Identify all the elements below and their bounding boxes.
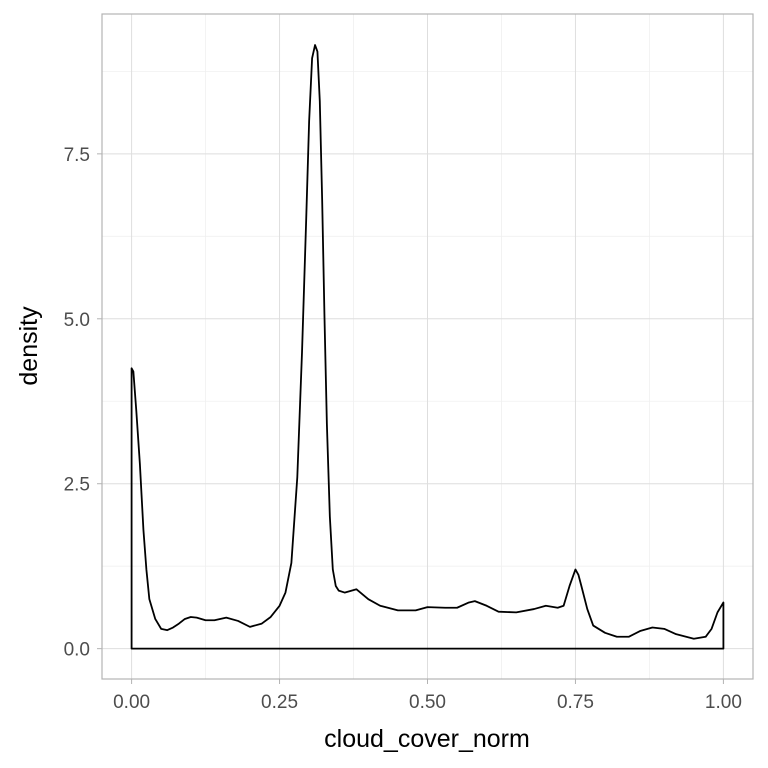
y-tick-label: 0.0 (64, 640, 90, 661)
y-axis-ticks: 0.0 2.5 5.0 7.5 (64, 145, 102, 661)
x-tick-label: 0.00 (113, 692, 150, 713)
y-axis-title: density (15, 306, 43, 386)
x-tick-label: 0.75 (557, 692, 594, 713)
x-tick-label: 1.00 (705, 692, 742, 713)
y-tick-label: 5.0 (64, 310, 90, 331)
y-tick-label: 7.5 (64, 145, 90, 166)
x-tick-label: 0.25 (261, 692, 298, 713)
density-curve (130, 44, 725, 650)
y-tick-label: 2.5 (64, 475, 90, 496)
x-tick-label: 0.50 (409, 692, 446, 713)
x-axis-title: cloud_cover_norm (324, 725, 530, 753)
x-axis-ticks: 0.00 0.25 0.50 0.75 1.00 (113, 679, 742, 713)
